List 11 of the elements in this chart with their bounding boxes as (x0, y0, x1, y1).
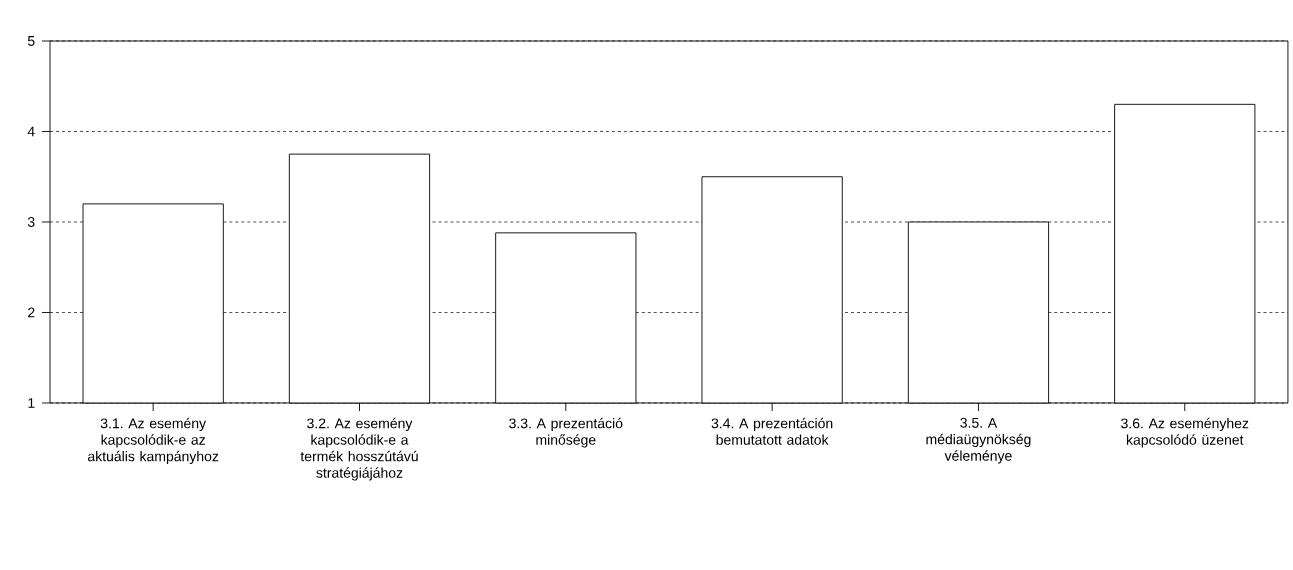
y-tick-label: 4 (27, 126, 35, 137)
x-tick-label: 3.6. Az eseményhez kapcsolódó üzenet (1121, 417, 1249, 448)
x-tick-label: 3.2. Az esemény kapcsolódik-e a termék hosszútávú stratégiájához (300, 417, 418, 481)
y-tick-label: 5 (27, 36, 35, 46)
x-tick-label: 3.4. A prezentáción bemutatott adatok (711, 417, 833, 445)
y-tick-label: 1 (28, 398, 35, 408)
x-tick-label: 3.5. A médiaügynökség véleménye (926, 417, 1031, 464)
y-tick-label: 3 (27, 217, 35, 227)
x-tick-label: 3.3. A prezentáció minősége (509, 417, 623, 448)
y-tick-label: 2 (28, 307, 35, 318)
x-tick-label: 3.1. Az esemény kapcsolódik-e az aktuális kampányhoz (88, 417, 219, 465)
